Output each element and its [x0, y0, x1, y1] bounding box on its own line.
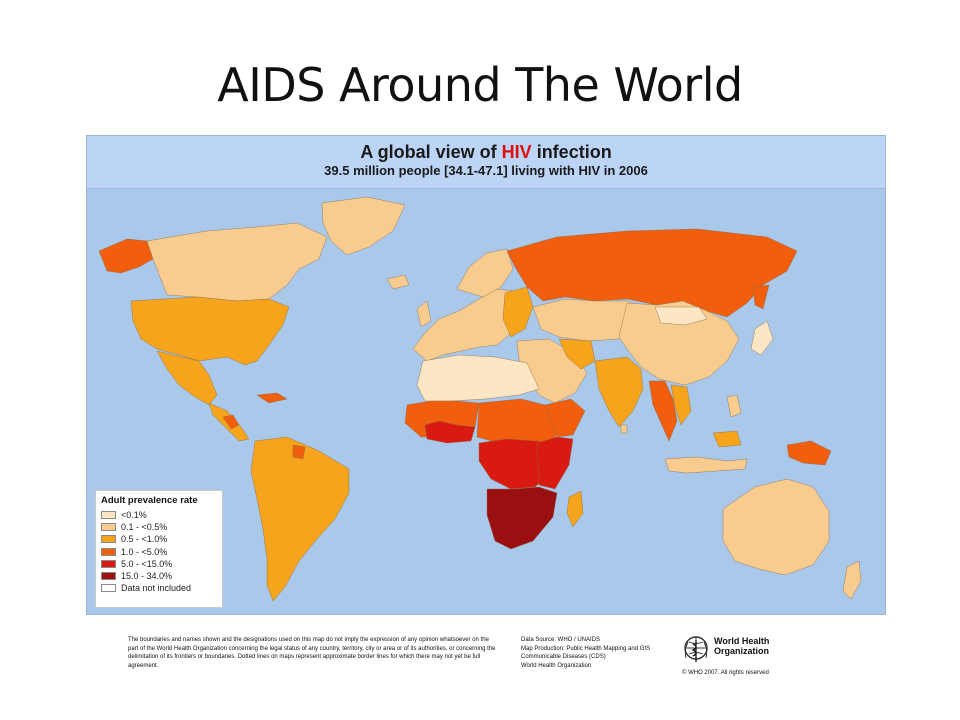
legend-item: 15.0 - 34.0% — [101, 570, 217, 582]
legend-swatch — [101, 523, 116, 532]
region-sri-lanka — [620, 424, 628, 434]
legend-item: 0.1 - <0.5% — [101, 521, 217, 533]
legend-swatch — [101, 584, 116, 593]
who-emblem-icon — [684, 636, 708, 662]
region-madagascar — [566, 490, 584, 528]
region-southern-africa — [486, 486, 558, 550]
region-usa — [130, 296, 290, 366]
map-title-highlight: HIV — [501, 142, 532, 162]
legend-swatch — [101, 535, 116, 544]
who-logo-block: World Health Organization © WHO 2007. Al… — [682, 634, 792, 678]
who-name: World Health Organization — [714, 636, 794, 656]
legend-swatch — [101, 572, 116, 581]
region-scandinavia — [456, 248, 514, 298]
region-iran — [558, 338, 596, 370]
legend-item: 5.0 - <15.0% — [101, 558, 217, 570]
region-south-america — [250, 436, 350, 602]
legend-rows: <0.1% 0.1 - <0.5% 0.5 - <1.0% 1.0 - <5.0% 5.… — [101, 509, 217, 594]
credit-line: Map Production: Public Health Mapping an… — [521, 645, 651, 652]
legend-swatch — [101, 559, 116, 568]
legend-item: 1.0 - <5.0% — [101, 546, 217, 558]
region-japan — [750, 320, 774, 356]
map-credits: Data Source: WHO / UNAIDS Map Production… — [521, 636, 676, 670]
who-name-line: World Health — [714, 636, 770, 646]
region-caribbean — [256, 392, 288, 404]
region-alaska — [98, 238, 154, 274]
legend-item: 0.5 - <1.0% — [101, 533, 217, 545]
credit-line: Communicable Diseases (CDS) — [521, 654, 606, 661]
credit-line: Data Source: WHO / UNAIDS — [521, 637, 601, 643]
region-canada — [146, 222, 328, 302]
map-subtitle: 39.5 million people [34.1-47.1] living w… — [324, 163, 648, 178]
region-new-zealand — [842, 560, 862, 600]
map-title-prefix: A global view of — [360, 142, 502, 162]
region-east-africa — [536, 436, 574, 490]
credit-line: World Health Organization — [521, 662, 592, 669]
region-north-africa — [416, 354, 540, 402]
region-png — [786, 440, 832, 466]
copyright: © WHO 2007. All rights reserved — [682, 670, 769, 676]
who-name-line: Organization — [714, 646, 770, 656]
map-disclaimer: The boundaries and names shown and the d… — [128, 637, 496, 669]
legend-swatch — [101, 547, 116, 556]
region-guatemala-honduras — [222, 414, 240, 430]
legend-item: Data not included — [101, 582, 217, 594]
region-india — [594, 356, 644, 428]
region-philippines — [726, 394, 742, 418]
region-guianas — [292, 444, 306, 460]
legend-label: 5.0 - <15.0% — [121, 558, 173, 569]
hiv-map-figure: A global view of HIV infection 39.5 mill… — [86, 135, 886, 615]
region-indonesia — [664, 456, 748, 474]
region-russia — [506, 228, 798, 318]
map-title-suffix: infection — [531, 142, 612, 162]
legend-title: Adult prevalence rate — [101, 495, 198, 506]
map-header: A global view of HIV infection 39.5 mill… — [87, 136, 885, 189]
slide-title: AIDS Around The World — [217, 58, 743, 112]
legend-item: <0.1% — [101, 509, 217, 521]
legend-label: <0.1% — [121, 510, 147, 521]
legend-swatch — [101, 511, 116, 520]
legend-label: Data not included — [121, 583, 192, 594]
region-horn-of-africa — [544, 398, 586, 438]
region-iceland — [386, 274, 410, 290]
region-malaysia — [712, 430, 742, 448]
legend-label: 0.5 - <1.0% — [121, 534, 168, 545]
region-china — [618, 300, 740, 386]
region-ivory-coast-nigeria — [424, 420, 476, 444]
map-title: A global view of HIV infection — [87, 142, 885, 163]
region-indochina — [670, 384, 692, 426]
legend-label: 1.0 - <5.0% — [121, 546, 168, 557]
region-mexico — [156, 350, 218, 406]
region-kamchatka — [752, 284, 770, 310]
region-mongolia — [654, 306, 708, 326]
region-greenland — [321, 196, 406, 256]
region-myanmar-thailand — [648, 380, 678, 442]
legend-label: 0.1 - <0.5% — [121, 522, 168, 533]
legend: Adult prevalence rate <0.1% 0.1 - <0.5% 0.… — [95, 490, 223, 608]
region-uk — [416, 300, 432, 328]
legend-label: 15.0 - 34.0% — [121, 571, 173, 582]
region-australia — [722, 478, 830, 576]
